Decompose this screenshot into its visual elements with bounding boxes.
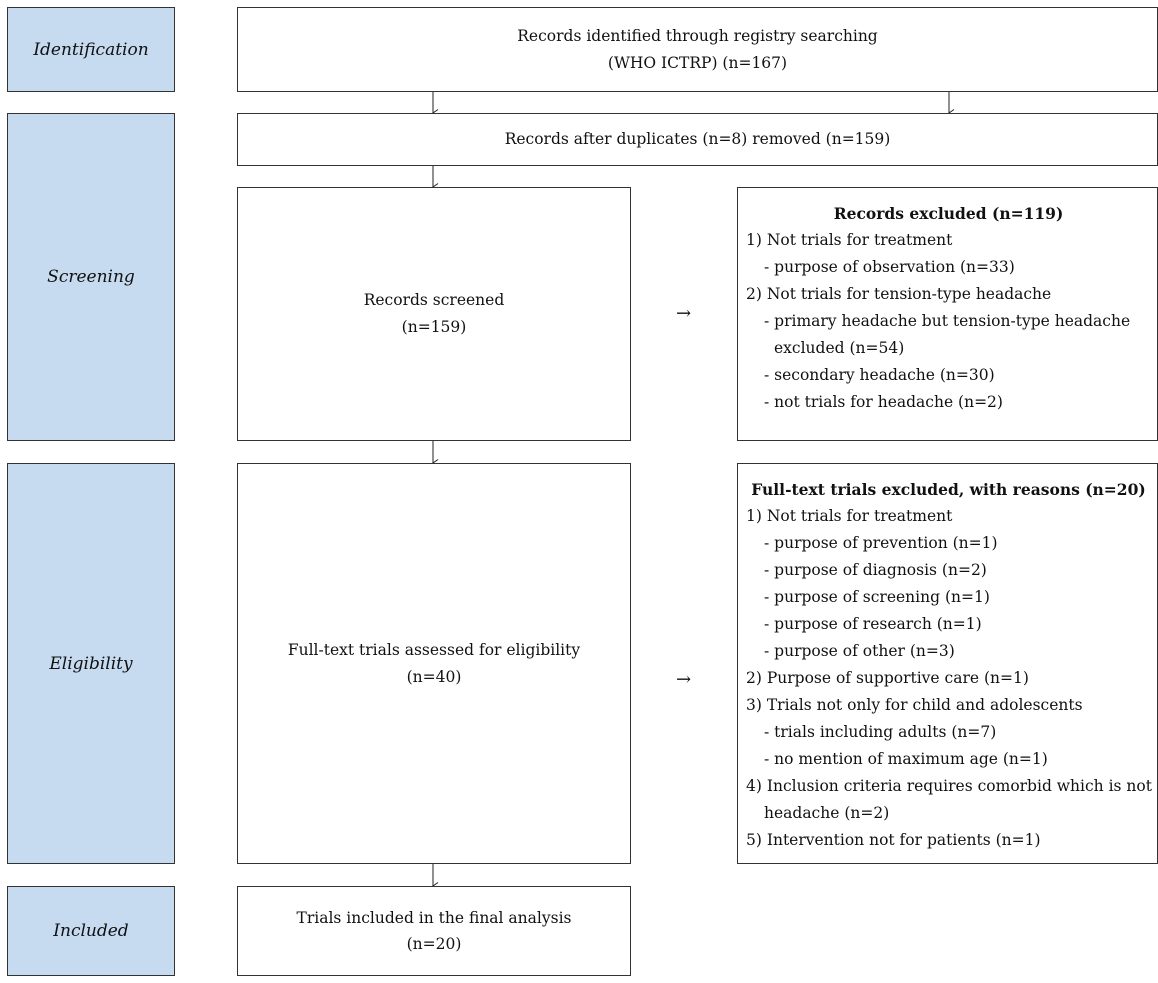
fulltext-excluded-item: - purpose of research (n=1) (764, 615, 982, 633)
fulltext-excluded-item: - trials including adults (n=7) (764, 723, 997, 741)
fulltext-excluded-item: - purpose of prevention (n=1) (764, 534, 998, 552)
box-fulltext-excluded: Full-text trials excluded, with reasons … (737, 463, 1158, 864)
records-excluded-item: excluded (n=54) (774, 339, 905, 357)
fulltext-excluded-item: 3) Trials not only for child and adolesc… (746, 696, 1083, 714)
trials-included-line-1: Trials included in the final analysis (296, 909, 572, 927)
fulltext-excluded-item: headache (n=2) (764, 804, 890, 822)
records-excluded-item: - primary headache but tension-type head… (764, 312, 1131, 330)
stage-screening: Screening (7, 113, 175, 441)
fulltext-excluded-item: 1) Not trials for treatment (746, 507, 953, 525)
fulltext-assessed-line-1: Full-text trials assessed for eligibilit… (287, 640, 581, 659)
stage-included: Included (7, 886, 175, 976)
box-records-excluded: Records excluded (n=119) 1) Not trials f… (737, 187, 1158, 441)
stage-included-label: Included (53, 921, 129, 941)
fulltext-assessed-line-2: (n=40) (406, 667, 462, 686)
stage-identification: Identification (7, 7, 175, 92)
box-records-screened: Records screened (n=159) (237, 187, 631, 441)
fulltext-excluded-item: - purpose of other (n=3) (764, 642, 955, 660)
records-excluded-title: Records excluded (n=119) (833, 204, 1064, 223)
stage-eligibility-label: Eligibility (49, 653, 133, 674)
records-excluded-item: - secondary headache (n=30) (764, 366, 995, 384)
fulltext-excluded-item: 2) Purpose of supportive care (n=1) (746, 669, 1029, 687)
records-identified-line-2: (WHO ICTRP) (n=167) (607, 53, 788, 72)
arrow-to-fulltext-excluded: → (676, 669, 692, 690)
records-screened-line-1: Records screened (363, 291, 505, 309)
fulltext-excluded-item: - purpose of screening (n=1) (764, 588, 990, 606)
after-duplicates-text: Records after duplicates (n=8) removed (… (504, 130, 891, 148)
fulltext-excluded-title: Full-text trials excluded, with reasons … (751, 480, 1146, 499)
records-excluded-item: - purpose of observation (n=33) (764, 258, 1015, 276)
records-excluded-item: 2) Not trials for tension-type headache (746, 285, 1052, 303)
records-identified-line-1: Records identified through registry sear… (517, 26, 878, 45)
records-excluded-item: 1) Not trials for treatment (746, 231, 953, 249)
stage-screening-label: Screening (47, 267, 135, 287)
box-records-identified: Records identified through registry sear… (237, 7, 1158, 92)
fulltext-excluded-item: 4) Inclusion criteria requires comorbid … (746, 777, 1152, 795)
box-fulltext-assessed: Full-text trials assessed for eligibilit… (237, 463, 631, 864)
records-excluded-item: - not trials for headache (n=2) (764, 393, 1003, 411)
records-screened-line-2: (n=159) (401, 318, 467, 336)
fulltext-excluded-item: 5) Intervention not for patients (n=1) (746, 831, 1041, 849)
trials-included-line-2: (n=20) (406, 935, 462, 953)
fulltext-excluded-item: - no mention of maximum age (n=1) (764, 750, 1048, 768)
stage-eligibility: Eligibility (7, 463, 175, 864)
fulltext-excluded-item: - purpose of diagnosis (n=2) (764, 561, 987, 579)
arrow-to-records-excluded: → (676, 303, 692, 324)
box-trials-included: Trials included in the final analysis (n… (237, 886, 631, 976)
stage-identification-label: Identification (33, 39, 149, 60)
box-after-duplicates: Records after duplicates (n=8) removed (… (237, 113, 1158, 166)
